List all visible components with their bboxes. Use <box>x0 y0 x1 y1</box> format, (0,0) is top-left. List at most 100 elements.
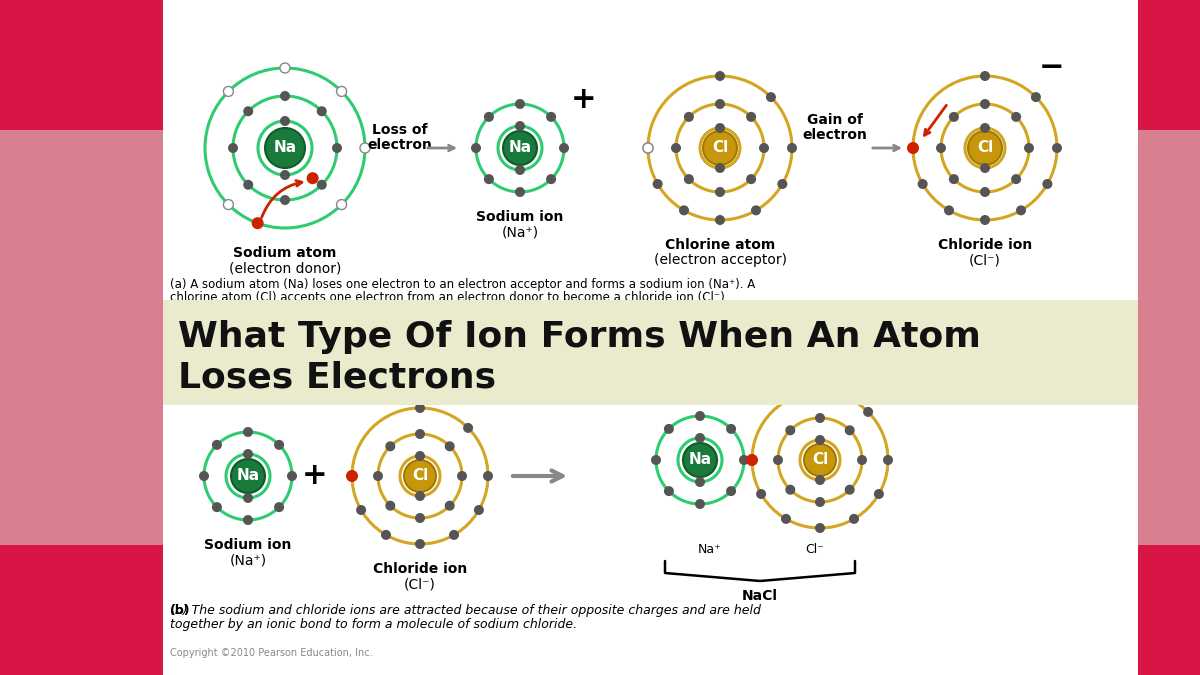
Text: Cl⁻: Cl⁻ <box>805 543 824 556</box>
Text: Chloride ion: Chloride ion <box>938 238 1032 252</box>
Circle shape <box>1024 143 1034 153</box>
Text: (Cl⁻): (Cl⁻) <box>970 253 1001 267</box>
Circle shape <box>445 501 455 511</box>
Text: (electron donor): (electron donor) <box>229 261 341 275</box>
Circle shape <box>242 515 253 525</box>
Circle shape <box>739 455 749 465</box>
Circle shape <box>715 215 725 225</box>
Text: Loss of: Loss of <box>372 123 427 137</box>
Circle shape <box>415 539 425 549</box>
Circle shape <box>223 86 234 97</box>
Circle shape <box>643 143 653 153</box>
Circle shape <box>280 91 290 101</box>
Circle shape <box>474 505 484 515</box>
Text: (Cl⁻): (Cl⁻) <box>404 577 436 591</box>
Circle shape <box>280 195 290 205</box>
Circle shape <box>280 63 290 73</box>
Circle shape <box>280 116 290 126</box>
Circle shape <box>746 454 758 466</box>
Circle shape <box>766 92 776 102</box>
Circle shape <box>242 493 253 503</box>
Circle shape <box>415 429 425 439</box>
Circle shape <box>695 433 706 443</box>
Circle shape <box>470 143 481 153</box>
Circle shape <box>980 187 990 197</box>
Circle shape <box>415 491 425 501</box>
Circle shape <box>346 470 358 482</box>
Circle shape <box>726 486 736 496</box>
Circle shape <box>484 174 494 184</box>
Text: +: + <box>302 462 328 491</box>
Circle shape <box>815 497 826 507</box>
Text: (Na⁺): (Na⁺) <box>502 225 539 239</box>
Circle shape <box>850 514 859 524</box>
Text: Sodium ion: Sodium ion <box>476 210 564 224</box>
Circle shape <box>482 471 493 481</box>
Circle shape <box>546 174 556 184</box>
Circle shape <box>874 489 884 499</box>
Bar <box>163 300 1138 405</box>
Circle shape <box>760 143 769 153</box>
Circle shape <box>373 471 383 481</box>
Text: Sodium ion: Sodium ion <box>204 538 292 552</box>
Circle shape <box>980 163 990 173</box>
Circle shape <box>404 460 436 492</box>
Circle shape <box>815 413 826 423</box>
Circle shape <box>715 123 725 133</box>
Text: Na: Na <box>236 468 259 483</box>
Circle shape <box>751 205 761 215</box>
Circle shape <box>756 489 766 499</box>
Circle shape <box>212 502 222 512</box>
Circle shape <box>415 403 425 413</box>
Circle shape <box>980 99 990 109</box>
Circle shape <box>778 179 787 189</box>
Circle shape <box>463 423 473 433</box>
Text: Na⁺: Na⁺ <box>698 543 722 556</box>
Circle shape <box>815 387 826 397</box>
Circle shape <box>546 112 556 122</box>
Circle shape <box>980 123 990 133</box>
Circle shape <box>242 427 253 437</box>
Circle shape <box>907 142 919 154</box>
Circle shape <box>671 143 682 153</box>
Circle shape <box>503 131 538 165</box>
Circle shape <box>457 471 467 481</box>
Text: Chloride ion: Chloride ion <box>373 562 467 576</box>
Circle shape <box>683 443 718 477</box>
Circle shape <box>883 455 893 465</box>
Text: Na: Na <box>509 140 532 155</box>
Circle shape <box>356 505 366 515</box>
Circle shape <box>664 486 674 496</box>
Circle shape <box>274 502 284 512</box>
Circle shape <box>223 200 234 209</box>
Text: electron: electron <box>367 138 432 152</box>
Circle shape <box>449 530 458 540</box>
Circle shape <box>715 163 725 173</box>
Text: Gain of: Gain of <box>808 113 863 127</box>
Circle shape <box>936 143 946 153</box>
Circle shape <box>415 513 425 523</box>
Text: (b): (b) <box>170 604 191 617</box>
Circle shape <box>280 170 290 180</box>
Text: Cl: Cl <box>977 140 994 155</box>
Circle shape <box>773 455 784 465</box>
Circle shape <box>845 425 854 435</box>
Circle shape <box>944 205 954 215</box>
Circle shape <box>515 99 526 109</box>
Text: Copyright ©2010 Pearson Education, Inc.: Copyright ©2010 Pearson Education, Inc. <box>170 648 373 658</box>
Text: Chlorine atom: Chlorine atom <box>665 238 775 252</box>
Circle shape <box>653 179 662 189</box>
Circle shape <box>445 441 455 452</box>
Circle shape <box>684 112 694 122</box>
Circle shape <box>949 174 959 184</box>
Circle shape <box>317 180 326 190</box>
Text: What Type Of Ion Forms When An Atom: What Type Of Ion Forms When An Atom <box>178 320 980 354</box>
Bar <box>163 0 1138 675</box>
Circle shape <box>695 411 706 421</box>
Text: Sodium atom: Sodium atom <box>233 246 337 260</box>
Circle shape <box>265 128 305 168</box>
Circle shape <box>242 449 253 459</box>
Circle shape <box>650 455 661 465</box>
Text: Cl: Cl <box>412 468 428 483</box>
Circle shape <box>695 499 706 509</box>
